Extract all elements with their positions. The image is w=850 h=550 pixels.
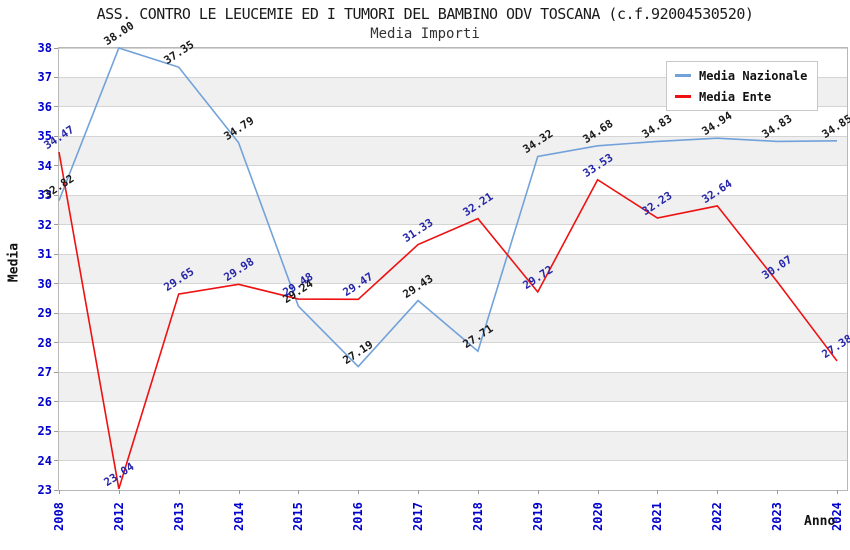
x-tick-mark [777, 490, 779, 494]
y-tick-mark [54, 165, 58, 167]
y-tick-mark [54, 194, 58, 196]
plot-band [59, 313, 847, 343]
y-tick-label: 37 [37, 70, 52, 85]
x-tick-mark [418, 490, 420, 494]
x-tick-mark [597, 490, 599, 494]
series-line-media-nazionale [58, 47, 838, 368]
y-tick-label: 35 [37, 129, 52, 144]
x-tick-mark [59, 490, 60, 494]
y-tick-label: 32 [37, 217, 52, 232]
x-tick-mark [837, 490, 838, 494]
legend-item-media-nazionale: Media Nazionale [675, 68, 807, 83]
y-gridline [59, 106, 847, 108]
x-tick-mark [537, 490, 539, 494]
x-tick-mark [238, 490, 240, 494]
y-tick-label: 25 [37, 424, 52, 439]
y-gridline [59, 371, 847, 373]
y-gridline [59, 76, 847, 78]
y-tick-label: 27 [37, 365, 52, 380]
y-tick-mark [54, 106, 58, 108]
y-gridline [59, 165, 847, 167]
y-gridline [59, 283, 847, 285]
y-gridline [59, 224, 847, 226]
y-gridline [59, 253, 847, 255]
chart-subtitle: Media Importi [370, 26, 480, 42]
y-gridline [59, 47, 847, 49]
y-tick-label: 23 [37, 483, 52, 497]
y-tick-label: 30 [37, 276, 52, 291]
plot-band [59, 195, 847, 225]
y-tick-label: 26 [37, 394, 52, 409]
legend-item-label: Media Ente [699, 89, 772, 104]
y-tick-mark [54, 489, 58, 491]
y-tick-label: 24 [37, 453, 52, 468]
y-gridline [59, 135, 847, 137]
y-tick-mark [54, 460, 58, 462]
x-tick-mark [178, 490, 180, 494]
y-tick-label: 33 [37, 188, 52, 203]
plot-band [59, 136, 847, 166]
y-tick-label: 31 [37, 247, 52, 262]
y-tick-label: 29 [37, 306, 52, 321]
x-tick-mark [358, 490, 360, 494]
x-tick-mark [717, 490, 719, 494]
y-gridline [59, 194, 847, 196]
y-tick-mark [54, 283, 58, 285]
plot-border [58, 47, 848, 491]
legend-item-media-ente: Media Ente [675, 89, 807, 104]
y-gridline [59, 460, 847, 462]
y-tick-mark [54, 401, 58, 403]
y-tick-mark [54, 371, 58, 373]
x-axis-title: Anno [804, 514, 836, 529]
legend-item-label: Media Nazionale [699, 68, 808, 83]
y-tick-mark [54, 430, 58, 432]
y-gridline [59, 401, 847, 403]
plot-band [59, 372, 847, 402]
x-tick-mark [118, 490, 120, 494]
y-tick-mark [54, 76, 58, 78]
y-gridline [59, 312, 847, 314]
y-tick-label: 38 [37, 41, 52, 55]
y-tick-mark [54, 342, 58, 344]
legend-swatch-icon [675, 95, 691, 98]
x-tick-mark [657, 490, 659, 494]
chart-title: ASS. CONTRO LE LEUCEMIE ED I TUMORI DEL … [96, 5, 754, 23]
series-line-media-ente [58, 151, 838, 490]
y-tick-mark [54, 135, 58, 137]
y-gridline [59, 342, 847, 344]
legend-swatch-icon [675, 74, 691, 77]
y-tick-label: 36 [37, 99, 52, 114]
y-tick-label: 28 [37, 335, 52, 350]
x-tick-mark [477, 490, 479, 494]
y-tick-mark [54, 312, 58, 314]
plot-band [59, 431, 847, 461]
y-tick-mark [54, 47, 58, 49]
y-tick-mark [54, 224, 58, 226]
y-tick-label: 34 [37, 158, 52, 173]
y-gridline [59, 430, 847, 432]
y-tick-mark [54, 253, 58, 255]
y-axis-title: Media [6, 242, 22, 283]
plot-band [59, 254, 847, 284]
x-tick-mark [298, 490, 300, 494]
legend: Media Nazionale Media Ente [666, 61, 819, 111]
